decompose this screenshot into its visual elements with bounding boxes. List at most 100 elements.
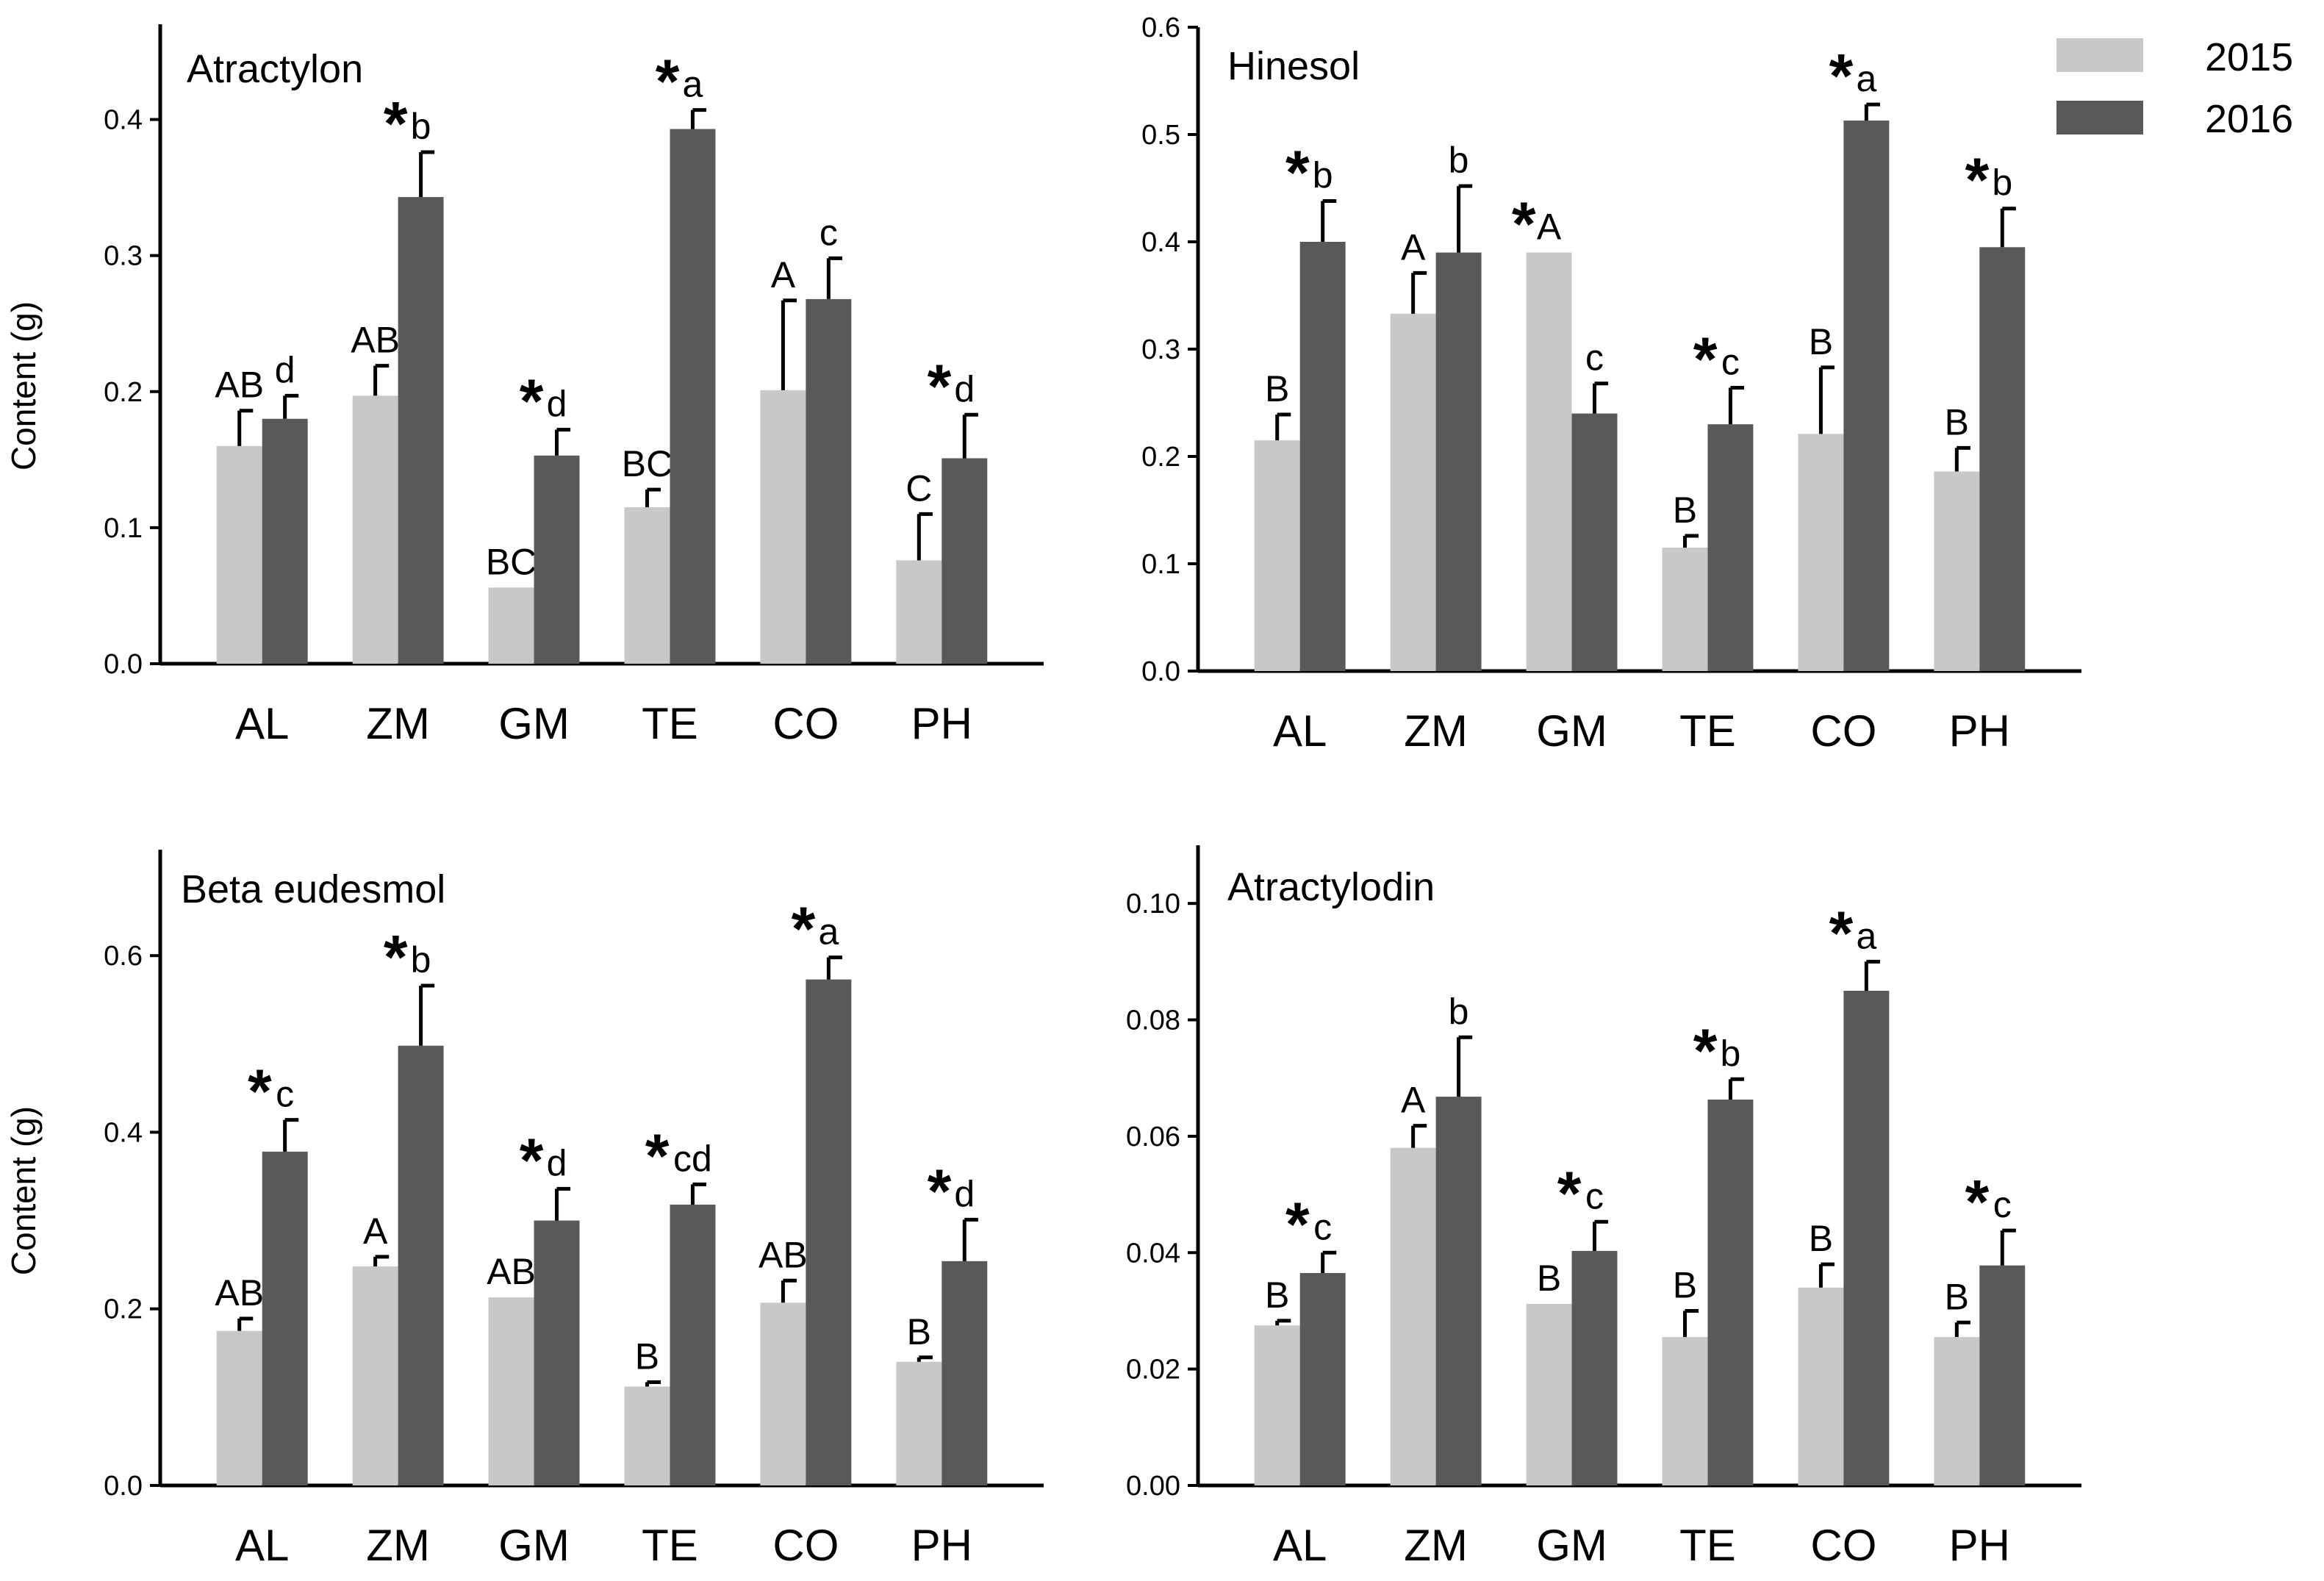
bar-2015-ZM — [352, 395, 398, 664]
significance-letter: B — [907, 1311, 931, 1352]
bar-2016-CO — [806, 298, 852, 664]
x-tick-label: AL — [1273, 706, 1327, 756]
significance-letter: b — [1721, 1033, 1741, 1074]
bar-2015-AL — [1254, 1325, 1300, 1485]
significance-star: * — [248, 1057, 272, 1126]
x-tick-label: TE — [642, 1521, 698, 1570]
y-tick-label: 0.2 — [104, 377, 143, 408]
bar-2015-CO — [1798, 434, 1844, 671]
significance-star: * — [384, 89, 408, 158]
significance-letter: B — [1265, 368, 1289, 409]
significance-letter: d — [275, 349, 295, 390]
significance-letter: b — [1449, 991, 1469, 1032]
significance-letter: a — [818, 911, 839, 953]
significance-letter: a — [683, 64, 703, 105]
panel-title: Hinesol — [1227, 44, 1360, 88]
bar-2015-CO — [760, 390, 806, 664]
significance-star: * — [1965, 146, 1990, 215]
significance-star: * — [1512, 190, 1536, 259]
y-tick-label: 0.02 — [1126, 1355, 1180, 1385]
bar-2016-PH — [1979, 1265, 2026, 1485]
bar-2015-TE — [1662, 548, 1708, 671]
bar-2016-GM — [1571, 1250, 1618, 1485]
significance-letter: b — [1449, 140, 1469, 181]
y-axis-label: Content (g) — [4, 301, 43, 470]
significance-star: * — [1285, 1189, 1310, 1258]
y-tick-label: 0.6 — [104, 941, 143, 972]
x-tick-label: TE — [642, 699, 698, 748]
significance-letter: c — [1993, 1184, 2012, 1225]
x-tick-label: PH — [1949, 706, 2010, 756]
y-tick-label: 0.1 — [1141, 549, 1180, 580]
significance-letter: B — [1673, 490, 1697, 531]
significance-star: * — [1829, 898, 1854, 967]
bar-2015-AL — [216, 445, 262, 664]
bar-2015-TE — [624, 507, 670, 664]
bar-2016-GM — [534, 455, 580, 664]
x-tick-label: AL — [235, 699, 289, 748]
bar-2016-GM — [534, 1220, 580, 1485]
x-tick-label: GM — [1536, 1521, 1607, 1570]
legend-label-2016: 2016 — [2205, 97, 2293, 141]
y-tick-label: 0.2 — [104, 1294, 143, 1325]
y-tick-label: 0.0 — [104, 649, 143, 680]
bar-2015-CO — [1798, 1287, 1844, 1485]
x-tick-label: PH — [911, 1521, 972, 1570]
x-tick-label: TE — [1679, 706, 1736, 756]
significance-letter: c — [1585, 1175, 1604, 1216]
bar-2015-GM — [488, 587, 534, 664]
significance-letter: c — [1721, 342, 1740, 383]
significance-letter: B — [635, 1336, 659, 1377]
chart-plot-atractylodin: 0.000.020.040.060.080.10ALBc*ZMAbGMBc*TE… — [1126, 845, 2081, 1570]
legend-swatch-2015 — [2056, 38, 2143, 72]
y-axis-label: Content (g) — [4, 1106, 43, 1275]
significance-letter: B — [1265, 1275, 1289, 1316]
significance-letter: b — [411, 106, 431, 147]
significance-letter: d — [954, 368, 975, 409]
x-tick-label: ZM — [1404, 706, 1468, 756]
x-tick-label: CO — [1810, 1521, 1876, 1570]
significance-letter: A — [363, 1211, 388, 1252]
significance-letter: d — [547, 384, 567, 425]
significance-star: * — [384, 922, 408, 992]
panel-title: Atractylon — [187, 47, 363, 91]
y-tick-label: 0.00 — [1126, 1471, 1180, 1502]
panel-atractylodin: Atractylodin 0.000.020.040.060.080.10ALB… — [1126, 845, 2081, 1570]
panel-atractylon: Content (g) Atractylon 0.0 0.1 0.2 0.3 0.4 AL… — [4, 24, 1044, 748]
chart-plot-beta-eudesmol: 0.00.20.40.6ALABc*ZMAb*GMABd*TEBcd*COABa… — [104, 850, 1044, 1570]
bar-2015-PH — [1934, 471, 1980, 671]
x-tick-label: AL — [1273, 1521, 1327, 1570]
y-tick-label: 0.3 — [104, 241, 143, 272]
bar-2015-PH — [896, 560, 942, 664]
y-tick-label: 0.6 — [1141, 12, 1180, 43]
bar-2016-TE — [1707, 1100, 1754, 1485]
bar-2015-PH — [1934, 1337, 1980, 1485]
y-tick-label: 0.06 — [1126, 1122, 1180, 1152]
bar-2016-AL — [1299, 1272, 1346, 1485]
significance-star: * — [1965, 1167, 1990, 1236]
y-tick-label: 0.0 — [1141, 656, 1180, 687]
bar-2015-GM — [1526, 252, 1572, 672]
significance-letter: AB — [487, 1251, 536, 1292]
bar-2016-CO — [1843, 121, 1890, 671]
x-tick-label: ZM — [366, 699, 430, 748]
panel-title: Beta eudesmol — [181, 867, 445, 911]
x-tick-label: GM — [498, 699, 570, 748]
bar-2015-CO — [760, 1302, 806, 1485]
significance-star: * — [792, 895, 816, 964]
significance-letter: cd — [673, 1138, 712, 1179]
x-tick-label: GM — [1536, 706, 1607, 756]
x-tick-label: PH — [1949, 1521, 2010, 1570]
significance-star: * — [1557, 1158, 1582, 1227]
significance-letter: b — [411, 939, 431, 980]
bar-2016-GM — [1571, 413, 1618, 671]
bar-2015-GM — [488, 1297, 534, 1485]
y-tick-label: 0.08 — [1126, 1005, 1180, 1036]
significance-letter: b — [1992, 162, 2012, 204]
significance-letter: B — [1945, 401, 1969, 442]
bar-2015-ZM — [1390, 1147, 1436, 1485]
significance-letter: d — [547, 1142, 567, 1183]
significance-letter: c — [1585, 337, 1604, 379]
x-tick-label: AL — [235, 1521, 289, 1570]
